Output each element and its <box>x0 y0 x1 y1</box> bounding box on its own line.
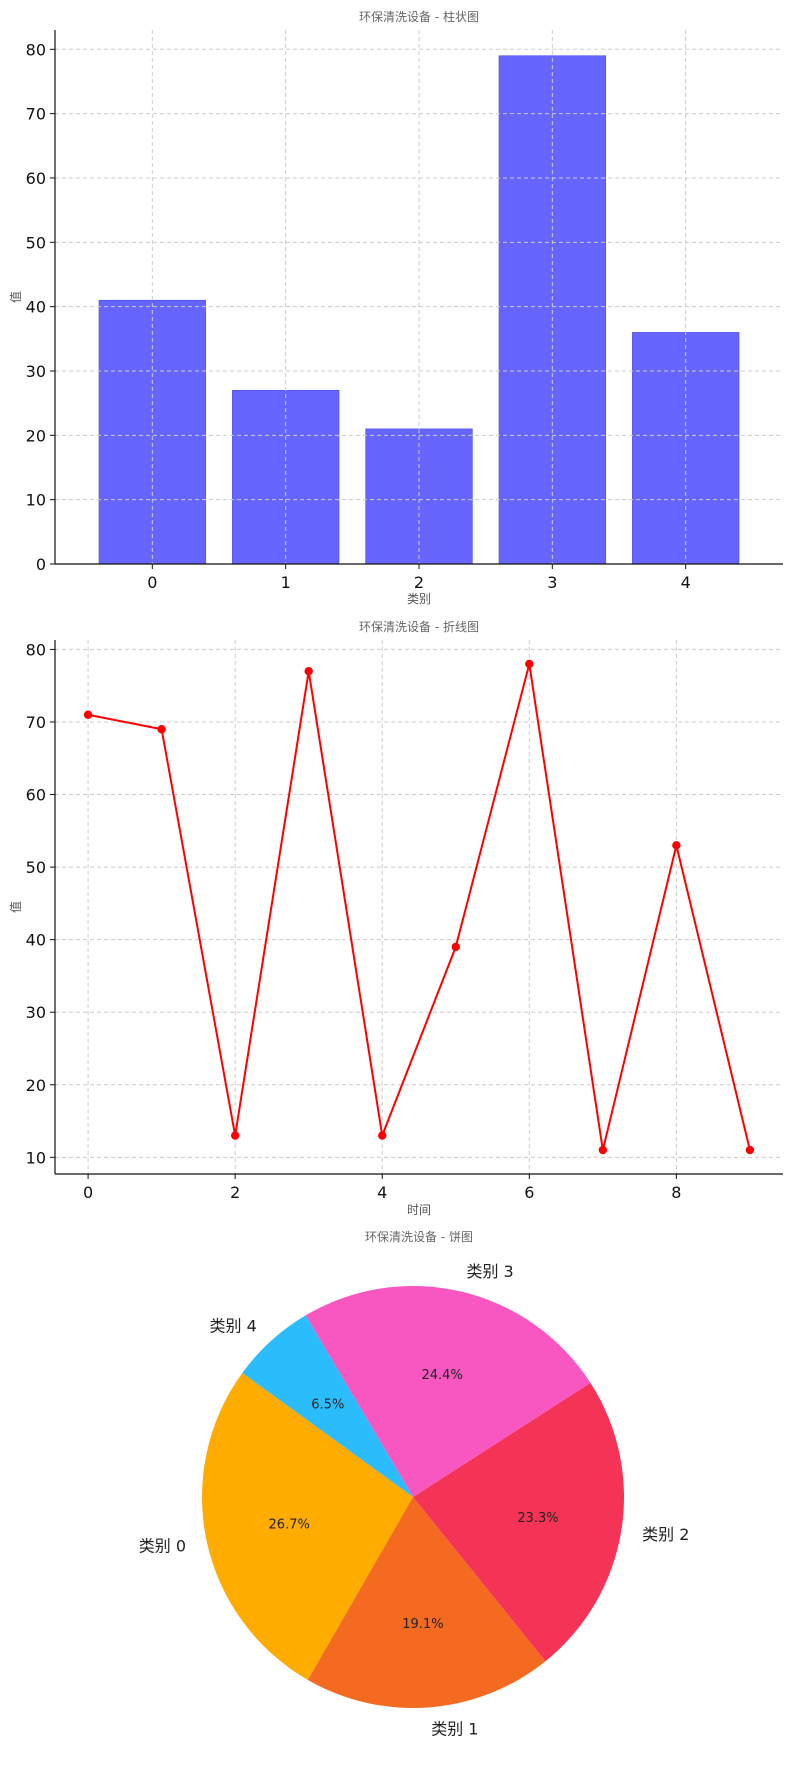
pie-percent-label: 19.1% <box>402 1617 443 1632</box>
bar-x-tick-label: 1 <box>281 573 291 592</box>
line-point-9 <box>745 1145 755 1155</box>
line-point-6 <box>525 659 534 669</box>
pie-slice-2 <box>413 1382 625 1662</box>
pie-percent-label: 26.7% <box>269 1517 310 1532</box>
line-point-1 <box>157 725 166 734</box>
bar-y-tick-label: 60 <box>26 169 46 188</box>
pie-percent-label: 24.4% <box>422 1368 463 1383</box>
pie-slice-3 <box>305 1286 591 1497</box>
line-series-path <box>87 663 751 1151</box>
pie-slice-1 <box>307 1497 546 1709</box>
line-x-tick-label: 0 <box>83 1183 93 1202</box>
line-point-0 <box>83 710 93 719</box>
bar-y-tick-label: 10 <box>26 491 46 510</box>
line-x-tick-label: 6 <box>524 1183 534 1202</box>
line-y-tick-label: 30 <box>26 1003 46 1022</box>
line-point-8 <box>672 841 681 850</box>
line-y-tick-label: 80 <box>26 640 46 659</box>
bar-chart-y-label: 值 <box>8 291 23 303</box>
pie-chart-labels: 26.7% 类别 0 19.1% 类别 1 23.3% 类别 2 24.4% 类别 3 6.5%… <box>139 1262 690 1738</box>
line-chart: 环保清洗设备 - 折线图 10 20 30 40 50 60 70 80 0 2 4 6 8 时间 值 <box>8 619 783 1217</box>
bar-chart-x-label: 类别 <box>407 592 431 606</box>
line-x-tick-label: 2 <box>230 1183 240 1202</box>
line-chart-x-label: 时间 <box>407 1203 431 1217</box>
line-y-tick-label: 60 <box>26 786 46 805</box>
bar-chart: 环保清洗设备 - 柱状图 0 10 20 30 40 50 60 70 80 0 1 2 3 4 类别 值 <box>8 9 783 606</box>
line-chart-title: 环保清洗设备 - 折线图 <box>359 619 479 634</box>
bar-y-tick-label: 30 <box>26 362 46 381</box>
pie-percent-label: 6.5% <box>311 1397 344 1412</box>
pie-category-label: 类别 4 <box>210 1316 257 1335</box>
pie-category-label: 类别 1 <box>431 1719 478 1738</box>
pie-category-label: 类别 2 <box>642 1525 689 1544</box>
bar-y-tick-label: 80 <box>26 40 46 59</box>
line-x-tick-label: 4 <box>377 1183 387 1202</box>
line-y-tick-label: 20 <box>26 1076 46 1095</box>
line-x-tick-label: 8 <box>671 1183 681 1202</box>
pie-slice-0 <box>202 1372 413 1680</box>
line-point-5 <box>451 942 460 952</box>
line-point-2 <box>230 1131 240 1140</box>
bar-chart-ticks: 0 10 20 30 40 50 60 70 80 0 1 2 3 4 <box>26 40 691 592</box>
pie-percent-label: 23.3% <box>517 1511 558 1526</box>
line-chart-grid <box>55 640 783 1174</box>
pie-slice-4 <box>242 1315 413 1497</box>
bar-x-tick-label: 4 <box>681 573 691 592</box>
bar-y-tick-label: 50 <box>26 233 46 252</box>
bar-y-tick-label: 0 <box>36 555 46 574</box>
line-point-4 <box>378 1131 387 1140</box>
bar-y-tick-label: 20 <box>26 426 46 445</box>
bar-chart-title: 环保清洗设备 - 柱状图 <box>359 9 479 24</box>
line-y-tick-label: 10 <box>26 1148 46 1167</box>
line-chart-series <box>83 659 755 1155</box>
line-point-3 <box>304 666 313 676</box>
line-y-tick-label: 40 <box>26 931 46 950</box>
pie-chart: 环保清洗设备 - 饼图 26.7%类别 019.1%类别 123.3%类别 22… <box>139 1230 690 1738</box>
line-point-7 <box>598 1145 608 1155</box>
bar-x-tick-label: 3 <box>547 573 557 592</box>
bar-y-tick-label: 70 <box>26 105 46 124</box>
line-chart-ticks: 10 20 30 40 50 60 70 80 0 2 4 6 8 <box>26 640 682 1202</box>
bar-x-tick-label: 0 <box>147 573 157 592</box>
bar-x-tick-label: 2 <box>414 573 424 592</box>
pie-chart-slices <box>202 1286 625 1709</box>
line-chart-y-label: 值 <box>8 901 23 913</box>
line-y-tick-label: 70 <box>26 713 46 732</box>
pie-category-label: 类别 0 <box>139 1536 186 1555</box>
pie-chart-title: 环保清洗设备 - 饼图 <box>365 1230 473 1244</box>
bar-chart-grid <box>55 30 783 564</box>
pie-category-label: 类别 3 <box>466 1262 513 1281</box>
line-y-tick-label: 50 <box>26 858 46 877</box>
bar-y-tick-label: 40 <box>26 298 46 317</box>
